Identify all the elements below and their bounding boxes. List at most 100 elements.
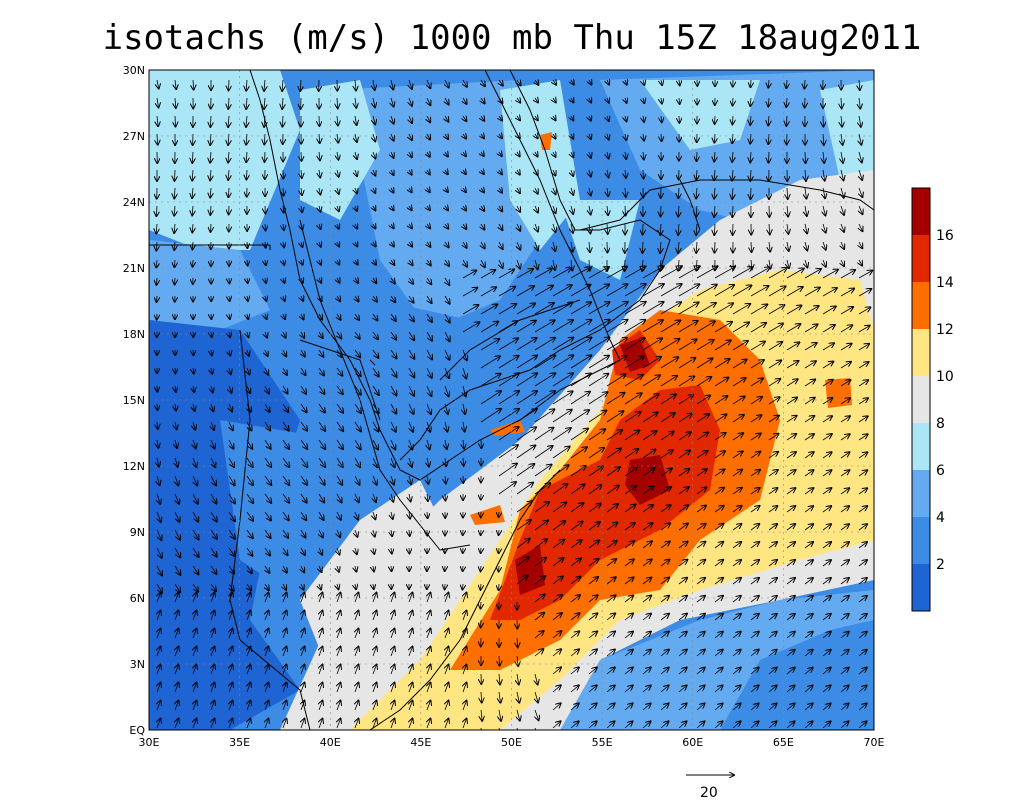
wind-vector <box>156 529 161 540</box>
wind-vector <box>444 331 450 341</box>
wind-vector <box>445 206 448 210</box>
wind-vector <box>624 430 639 441</box>
wind-vector <box>660 357 678 369</box>
wind-vector <box>265 367 268 375</box>
wind-vector <box>463 241 467 248</box>
wind-vector <box>516 427 536 441</box>
wind-vector <box>750 342 765 351</box>
wind-vector <box>696 396 710 405</box>
wind-vector <box>732 115 733 124</box>
x-tick-label: 55E <box>592 736 613 749</box>
wind-vector <box>409 421 413 432</box>
wind-vector <box>319 169 320 177</box>
wind-vector <box>246 97 247 109</box>
wind-vector <box>318 475 325 485</box>
wind-vector <box>462 270 476 279</box>
wind-vector <box>589 169 591 177</box>
wind-vector <box>643 115 644 122</box>
wind-vector <box>337 97 338 108</box>
wind-vector <box>427 188 430 192</box>
wind-vector <box>336 457 343 467</box>
wind-vector <box>516 338 537 351</box>
wind-vector <box>229 332 230 337</box>
wind-vector <box>175 493 179 504</box>
wind-vector <box>696 358 713 369</box>
wind-vector <box>733 97 734 106</box>
y-tick-label: 9N <box>130 526 145 539</box>
wind-vector <box>426 331 432 341</box>
wind-vector <box>355 224 357 229</box>
wind-vector <box>553 116 556 120</box>
wind-vector <box>517 241 520 250</box>
wind-vector <box>319 205 321 212</box>
wind-vector <box>552 268 571 279</box>
wind-vector <box>498 409 519 423</box>
wind-vector <box>804 398 815 405</box>
wind-vector <box>337 187 339 194</box>
wind-vector <box>337 529 340 537</box>
wind-vector <box>391 457 395 467</box>
wind-vector <box>156 205 157 216</box>
wind-vector <box>750 267 770 279</box>
wind-vector <box>355 79 356 91</box>
wind-vector <box>282 493 289 503</box>
wind-vector <box>714 506 724 513</box>
wind-vector <box>732 285 751 297</box>
wind-vector <box>427 403 431 414</box>
wind-vector <box>463 385 466 396</box>
wind-vector <box>481 152 484 156</box>
wind-vector <box>499 116 502 121</box>
wind-vector <box>408 403 414 414</box>
wind-vector <box>247 296 248 301</box>
wind-vector <box>697 151 698 161</box>
wind-vector <box>678 487 689 495</box>
wind-vector <box>714 433 726 441</box>
wind-vector <box>337 115 338 126</box>
wind-vector <box>571 187 573 195</box>
wind-vector <box>463 349 467 360</box>
wind-vector <box>570 320 591 333</box>
wind-vector <box>624 449 638 459</box>
wind-vector <box>822 506 831 513</box>
wind-vector <box>660 376 677 387</box>
wind-vector <box>427 475 428 484</box>
wind-vector <box>427 115 430 122</box>
wind-vector <box>264 493 271 503</box>
wind-vector <box>571 169 573 176</box>
wind-vector <box>660 339 679 351</box>
wind-vector <box>823 241 826 250</box>
wind-vector <box>282 115 283 127</box>
wind-vector <box>589 241 590 252</box>
wind-vector <box>175 79 176 89</box>
wind-vector <box>696 205 697 217</box>
wind-vector <box>534 391 555 405</box>
wind-vector <box>373 170 375 176</box>
wind-vector <box>732 433 743 441</box>
wind-vector <box>499 79 503 86</box>
wind-vector <box>300 421 307 431</box>
wind-vector <box>535 187 538 194</box>
wind-vector <box>570 484 585 495</box>
wind-vector <box>642 241 643 253</box>
wind-vector <box>462 288 477 297</box>
wind-vector <box>534 286 553 297</box>
wind-vector <box>192 187 193 198</box>
wind-vector <box>354 403 361 413</box>
wind-vector <box>426 349 432 359</box>
wind-vector <box>499 152 502 156</box>
wind-vector <box>859 151 862 162</box>
wind-vector <box>336 475 342 485</box>
wind-vector <box>552 303 573 315</box>
wind-vector <box>516 373 537 387</box>
wind-vector <box>534 338 555 351</box>
wind-vector <box>534 320 555 333</box>
wind-vector <box>823 151 824 163</box>
wind-vector <box>283 385 288 394</box>
wind-vector <box>714 205 715 217</box>
wind-vector <box>300 511 306 520</box>
wind-vector <box>822 416 832 423</box>
wind-vector <box>481 601 482 609</box>
wind-vector <box>517 98 520 103</box>
wind-vector <box>588 338 609 351</box>
wind-vector <box>588 356 609 369</box>
